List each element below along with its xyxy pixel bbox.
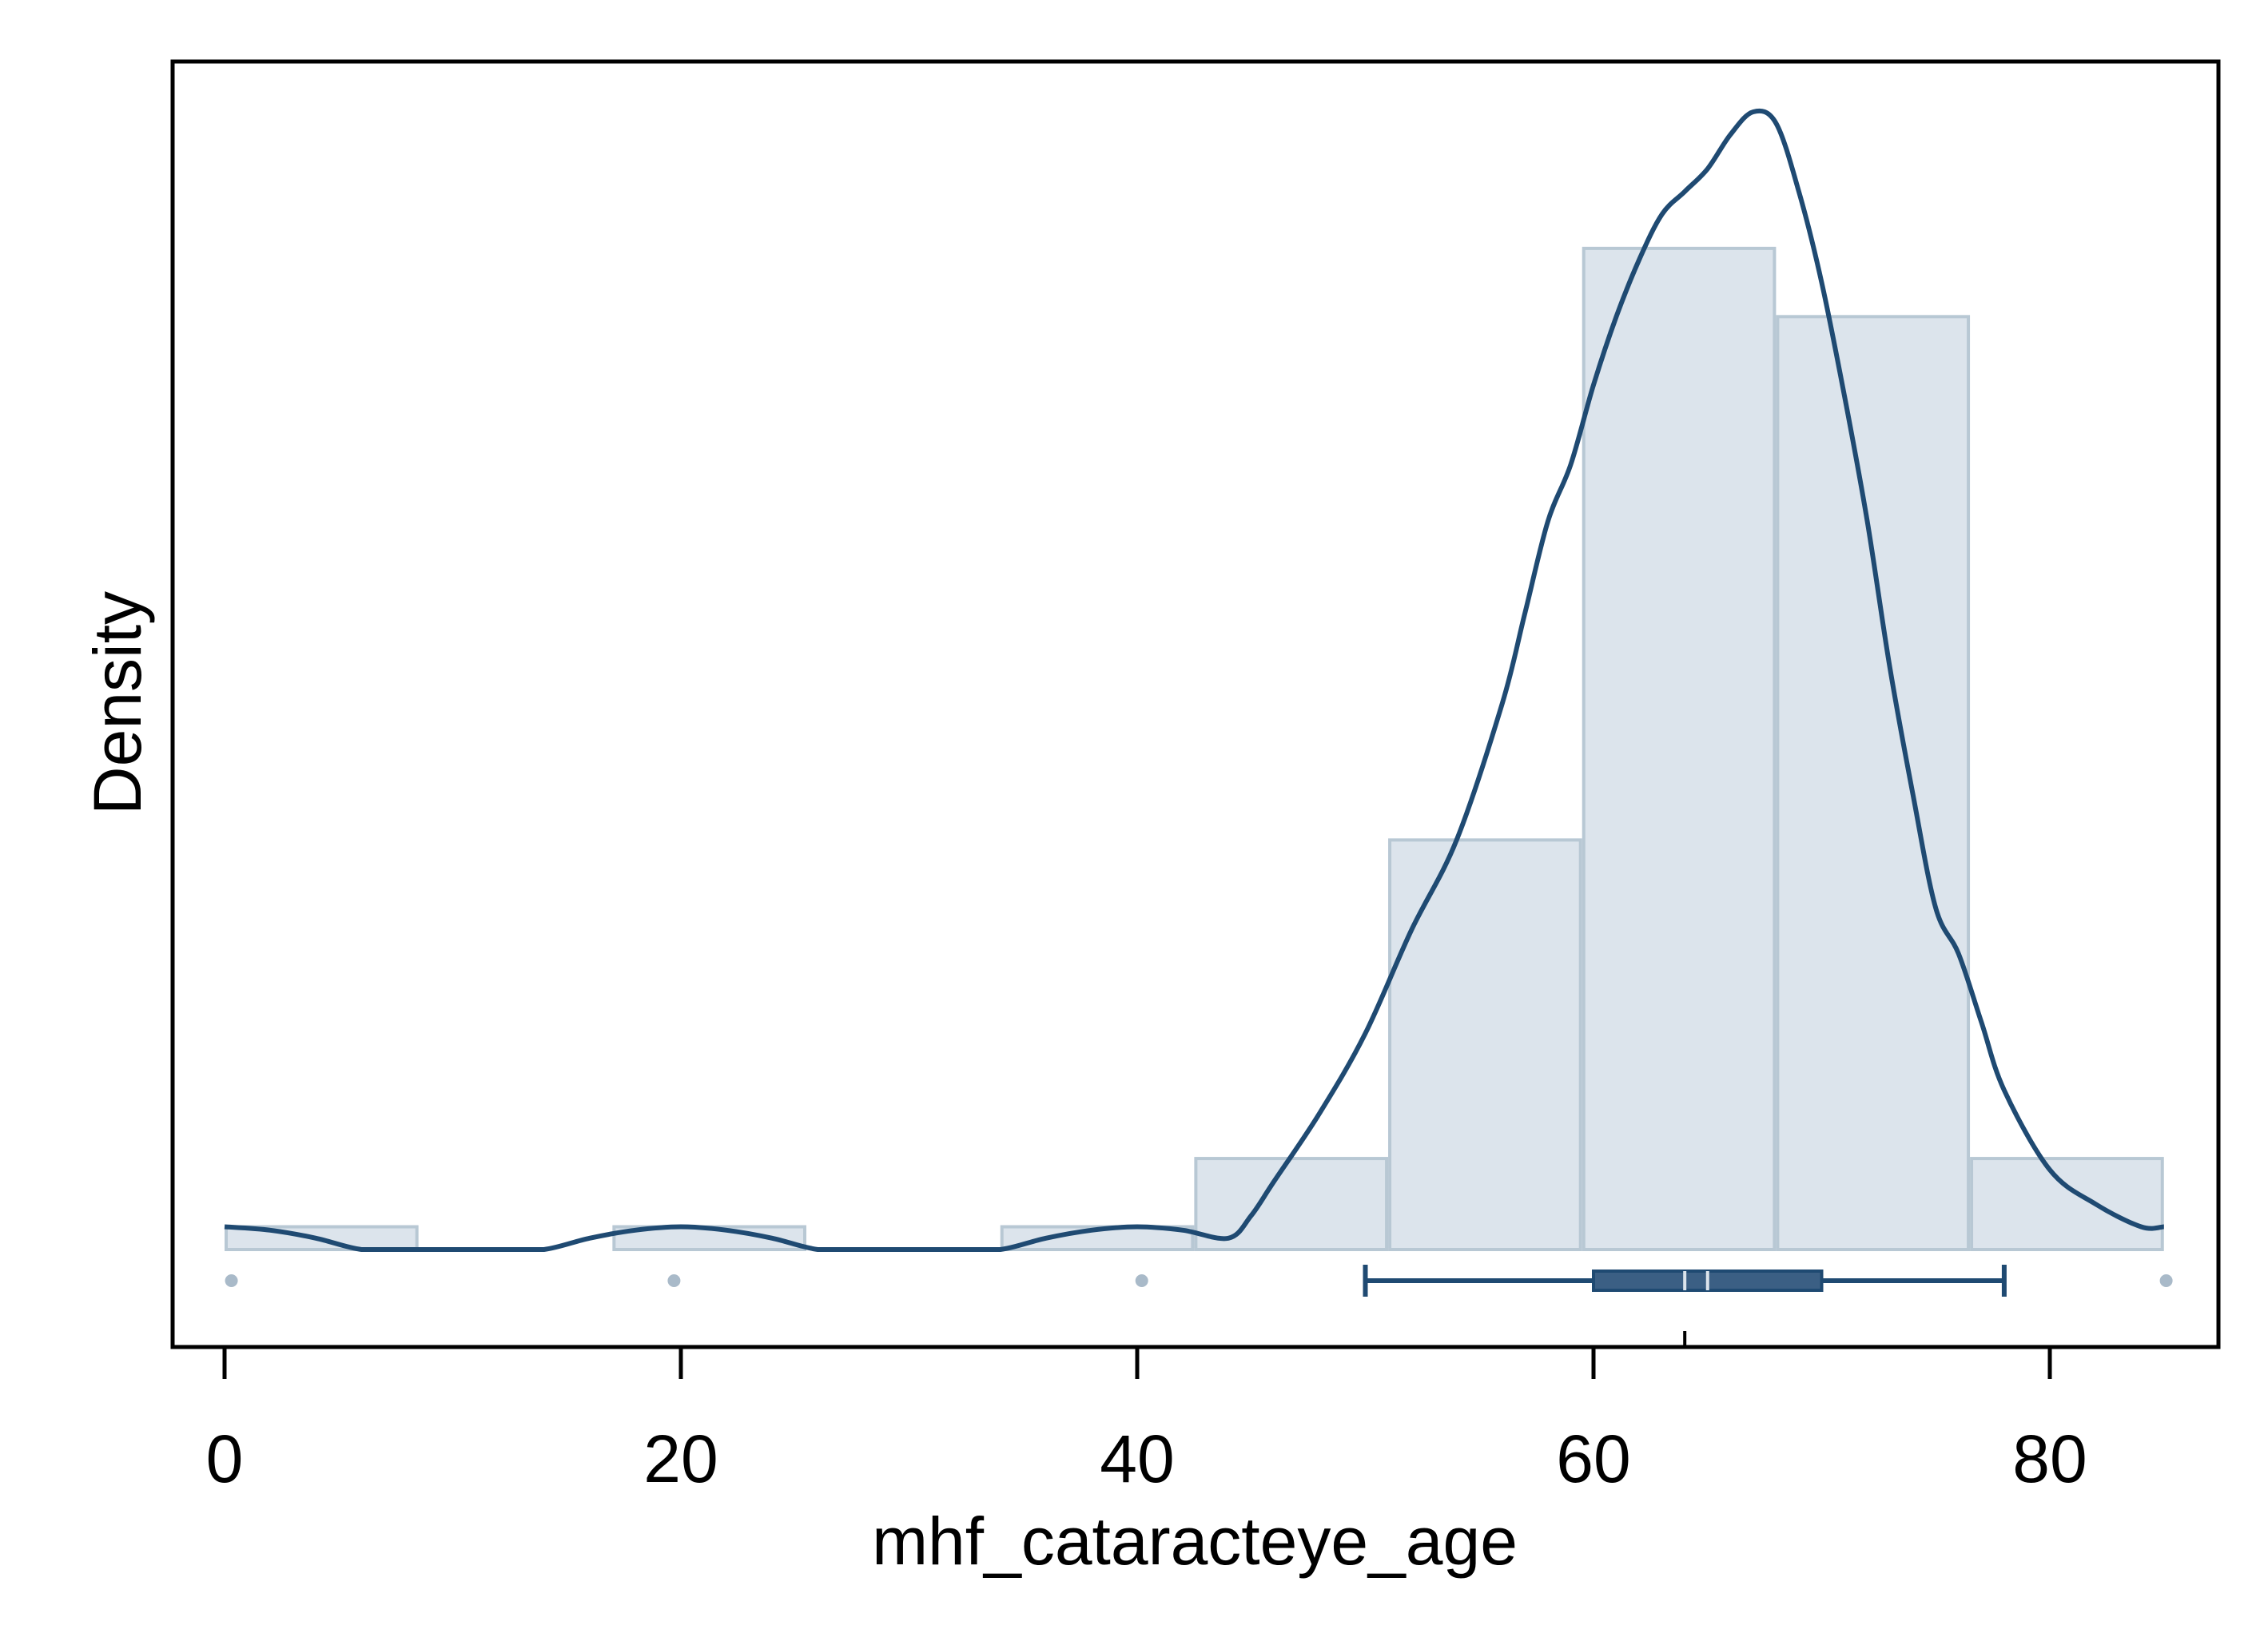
density-curve: [224, 108, 2165, 1252]
boxplot-outlier: [1135, 1274, 1148, 1287]
x-tick-label: 40: [1100, 1421, 1174, 1496]
histogram-bar: [1970, 1157, 2164, 1251]
histogram-bar: [1582, 246, 1777, 1251]
density-curve-group: [224, 108, 2165, 1252]
x-tick-label: 60: [1556, 1421, 1630, 1496]
histogram-bar: [1776, 315, 1971, 1252]
x-tick-label: 80: [2012, 1421, 2087, 1496]
histogram-bar: [1194, 1157, 1389, 1251]
boxplot-outlier: [225, 1274, 238, 1287]
x-axis-ticks: 0 20 40 60 80: [206, 1347, 2087, 1496]
histogram-bar: [1388, 838, 1582, 1251]
plot-frame: [170, 59, 2221, 1349]
boxplot-outlier: [2159, 1274, 2173, 1287]
x-tick-label: 20: [643, 1421, 718, 1496]
boxplot-outlier: [667, 1274, 681, 1287]
y-axis-label: Density: [80, 591, 155, 815]
boxplot-group: [225, 1265, 2173, 1347]
x-tick-label: 0: [206, 1421, 244, 1496]
histogram-bars: [225, 246, 2164, 1252]
x-axis-label: mhf_cataracteye_age: [872, 1504, 1518, 1579]
